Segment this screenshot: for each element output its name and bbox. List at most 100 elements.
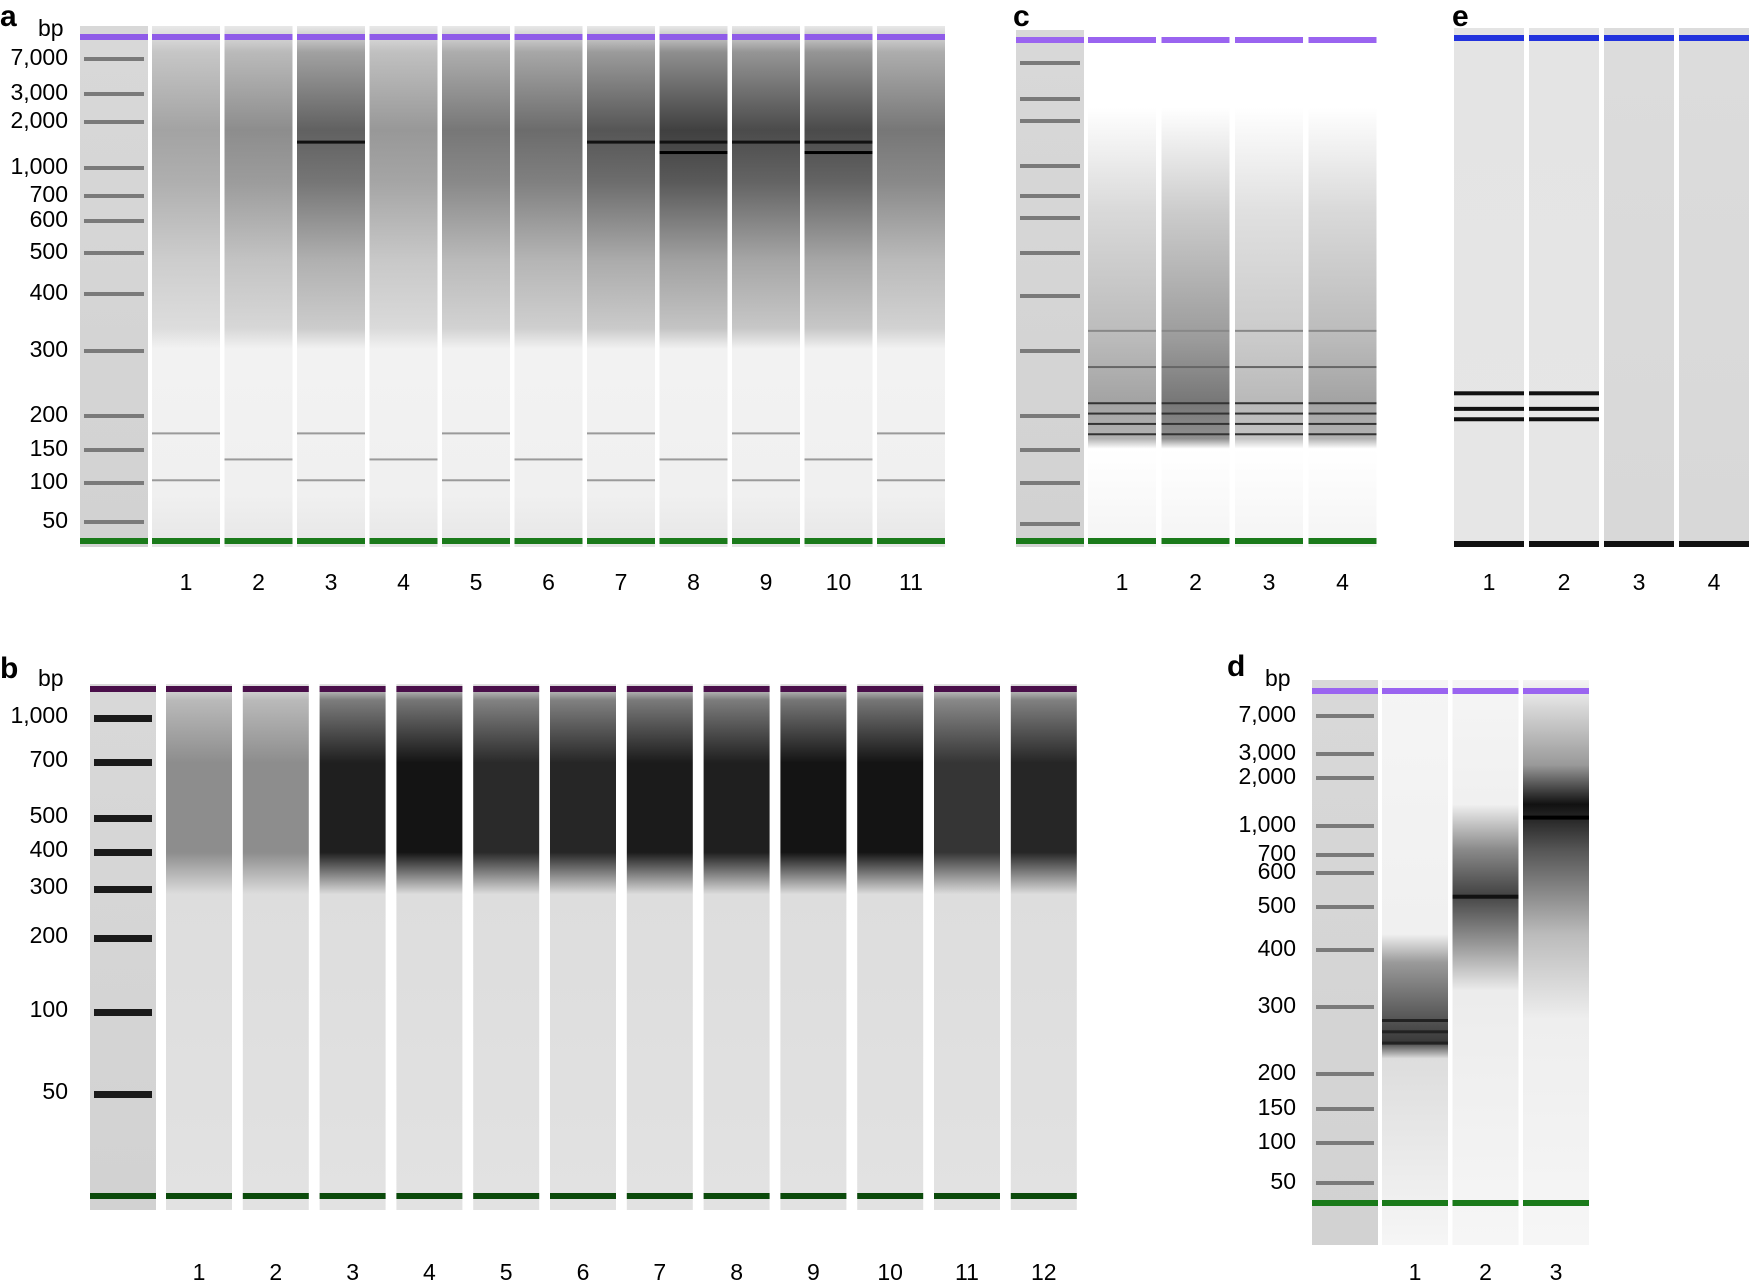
gel-lane — [152, 26, 220, 547]
ladder-band — [1020, 194, 1080, 198]
upper-marker-band — [1308, 37, 1377, 43]
ladder-band — [84, 520, 144, 524]
ladder-size-label: 400 — [1258, 935, 1296, 961]
lane-number: 10 — [877, 1259, 903, 1281]
lane-band — [1161, 366, 1230, 369]
lane-number: 4 — [1708, 569, 1721, 595]
ladder-band — [84, 349, 144, 353]
lane-band — [1382, 1030, 1448, 1034]
lower-marker-band — [297, 538, 365, 544]
lane-number: 7 — [653, 1259, 666, 1281]
lane-number: 10 — [826, 569, 852, 595]
lane-band — [659, 458, 728, 461]
lane-number: 2 — [1558, 569, 1571, 595]
upper-marker-band — [804, 34, 873, 40]
lane-band — [152, 432, 220, 435]
lane-smear — [319, 684, 386, 1210]
lower-marker-band — [442, 538, 510, 544]
gel-lane — [1523, 680, 1589, 1245]
lane-number: 2 — [1479, 1259, 1492, 1281]
ladder-size-label: 600 — [30, 206, 68, 232]
lane-number: 1 — [1116, 569, 1129, 595]
upper-marker-band — [242, 686, 309, 692]
lane-number: 9 — [807, 1259, 820, 1281]
gel-lane — [1382, 680, 1448, 1245]
lane-band — [514, 458, 583, 461]
ladder-band — [94, 759, 152, 766]
lower-marker-band — [1308, 538, 1377, 544]
ladder-size-label: 1,000 — [1238, 811, 1296, 837]
panel-c: c 1 2 3 4 — [1013, 0, 1377, 595]
lower-marker-band — [1235, 538, 1303, 544]
ladder-band — [84, 481, 144, 485]
lane-band — [587, 432, 655, 435]
ladder-lane-a — [80, 26, 148, 547]
upper-marker-band — [166, 686, 232, 692]
lane-number: 2 — [1189, 569, 1202, 595]
lane-number: 9 — [760, 569, 773, 595]
lower-marker-band — [934, 1193, 1000, 1199]
gel-lane — [550, 684, 616, 1210]
gel-lane — [1235, 30, 1303, 547]
lane-number: 11 — [955, 1259, 979, 1281]
lower-marker-band — [1523, 1200, 1589, 1206]
lane-smear — [396, 684, 463, 1210]
ladder-size-label: 100 — [30, 996, 68, 1022]
lane-band — [1452, 894, 1519, 899]
ladder-band — [94, 935, 152, 942]
lane-number: 5 — [470, 569, 483, 595]
lower-marker-band — [514, 538, 583, 544]
ladder-size-label: 3,000 — [10, 79, 68, 105]
lane-band — [804, 140, 873, 144]
lower-marker-band — [224, 538, 293, 544]
lane-smear — [1452, 680, 1519, 1245]
lower-marker-band — [1454, 541, 1524, 547]
lane-band — [1161, 402, 1230, 405]
lane-number: 4 — [397, 569, 410, 595]
unit-label-a: bp — [38, 15, 64, 41]
upper-marker-band — [396, 686, 463, 692]
ladder-band — [1316, 1107, 1374, 1111]
ladder-size-label: 700 — [30, 181, 68, 207]
ladder-band — [1020, 481, 1080, 485]
lane-band — [877, 432, 945, 435]
ladder-size-label: 2,000 — [10, 107, 68, 133]
upper-marker-band — [1454, 35, 1524, 41]
ladder-band — [1316, 714, 1374, 718]
ladder-lane-d — [1312, 680, 1378, 1245]
ladder-size-label: 150 — [30, 435, 68, 461]
upper-marker-band — [1679, 35, 1749, 41]
lower-marker-band — [626, 1193, 693, 1199]
lower-marker-band — [804, 538, 873, 544]
lane-number: 3 — [1263, 569, 1276, 595]
gel-lane — [1604, 28, 1674, 547]
gel-lane — [626, 684, 693, 1210]
ladder-band — [1316, 853, 1374, 857]
ladder-band — [1020, 349, 1080, 353]
panel-letter-a: a — [0, 0, 17, 33]
lane-number: 6 — [577, 1259, 590, 1281]
ladder-band — [1020, 251, 1080, 255]
lower-marker-band — [1161, 538, 1230, 544]
upper-marker-band — [877, 34, 945, 40]
lane-band — [1454, 406, 1524, 411]
upper-marker-band — [780, 686, 847, 692]
lane-band — [442, 479, 510, 482]
ladder-band — [1020, 448, 1080, 452]
gel-lane — [396, 684, 463, 1210]
gel-lane — [224, 26, 293, 547]
upper-marker-band — [1010, 686, 1077, 692]
upper-marker-band — [152, 34, 220, 40]
lane-band — [1454, 417, 1524, 422]
ladder-band — [1020, 414, 1080, 418]
lane-smear — [1604, 28, 1674, 547]
lane-smear — [780, 684, 847, 1210]
ladder-band — [84, 448, 144, 452]
ladder-band — [1020, 216, 1080, 220]
upper-marker-band — [1161, 37, 1230, 43]
lane-smear — [473, 684, 540, 1210]
gel-lane — [319, 684, 386, 1210]
ladder-lane-c — [1016, 30, 1084, 547]
ladder-size-label: 500 — [30, 802, 68, 828]
